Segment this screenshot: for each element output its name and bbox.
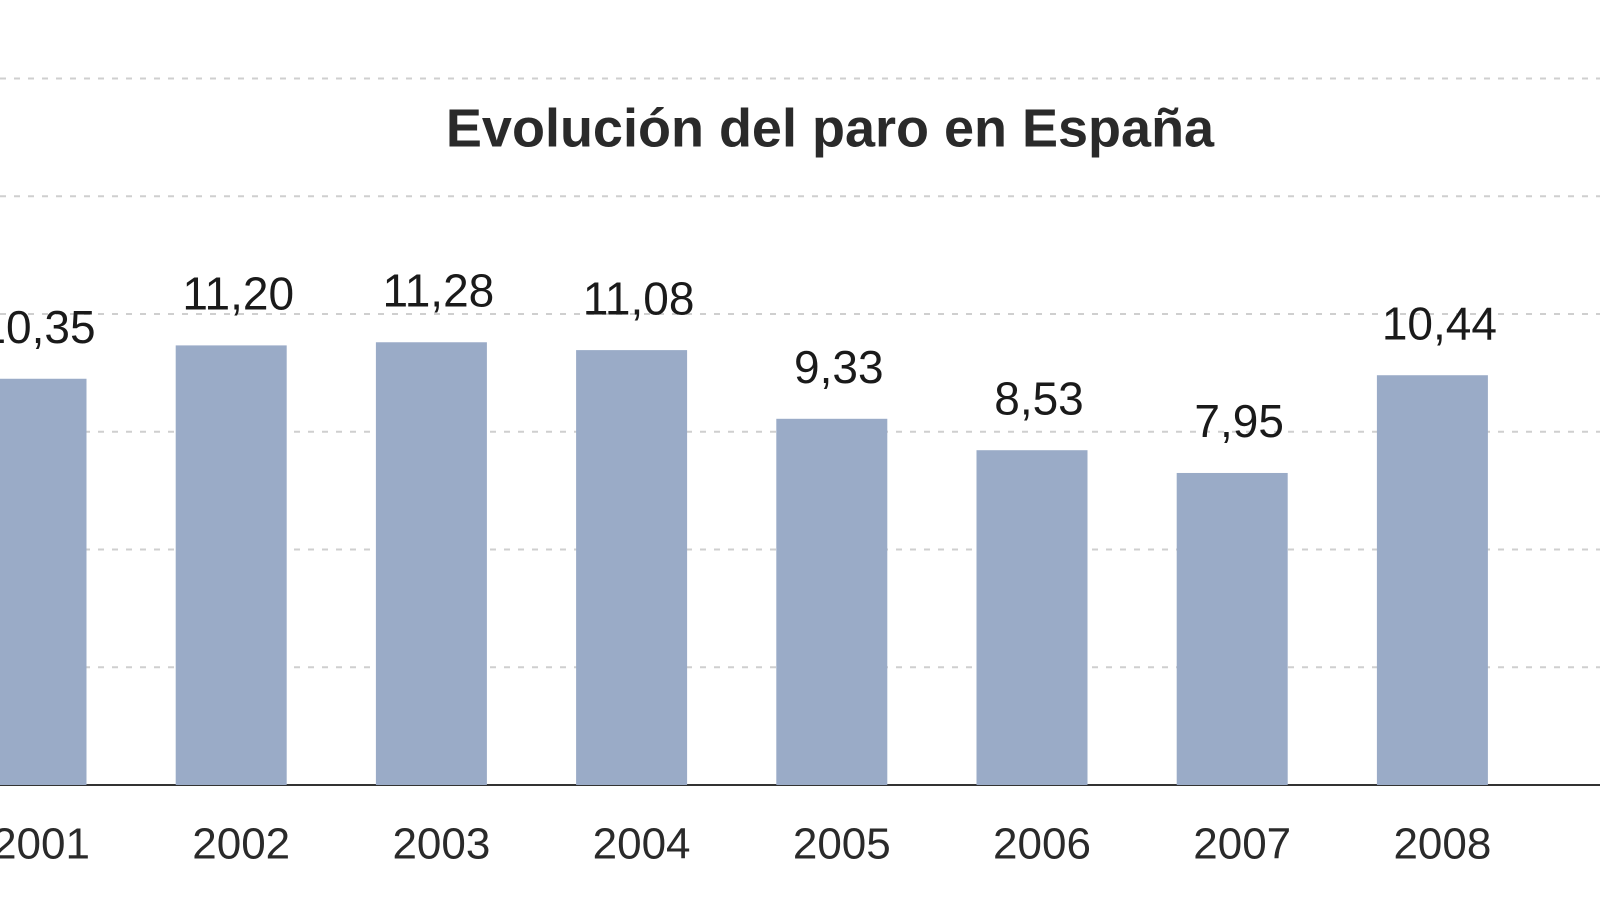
bar bbox=[0, 378, 87, 785]
x-tick-label: 2006 bbox=[993, 820, 1091, 869]
x-tick-label: 2002 bbox=[192, 820, 290, 869]
x-tick-label: 2005 bbox=[793, 820, 891, 869]
value-label: 9,33 bbox=[794, 341, 884, 393]
x-tick-label: 2007 bbox=[1193, 820, 1291, 869]
x-tick-label: 2008 bbox=[1393, 820, 1491, 869]
bar bbox=[776, 418, 888, 785]
bar bbox=[175, 345, 287, 785]
bar bbox=[1176, 472, 1288, 785]
value-label: 7,95 bbox=[1194, 395, 1284, 447]
value-label: 10,44 bbox=[1382, 297, 1497, 349]
chart-title: Evolución del paro en España bbox=[446, 98, 1215, 158]
x-tick-label: 2001 bbox=[0, 820, 90, 869]
value-label: 11,28 bbox=[383, 264, 495, 316]
value-label: 10,35 bbox=[0, 301, 96, 353]
value-label: 11,08 bbox=[583, 272, 695, 324]
bar bbox=[1376, 375, 1488, 785]
value-label: 11,20 bbox=[182, 268, 294, 320]
x-tick-label: 2003 bbox=[392, 820, 490, 869]
bar bbox=[976, 450, 1088, 785]
value-label: 8,53 bbox=[994, 372, 1084, 424]
bar bbox=[375, 342, 487, 785]
x-tick-label: 2004 bbox=[593, 820, 691, 869]
bar bbox=[576, 350, 688, 785]
